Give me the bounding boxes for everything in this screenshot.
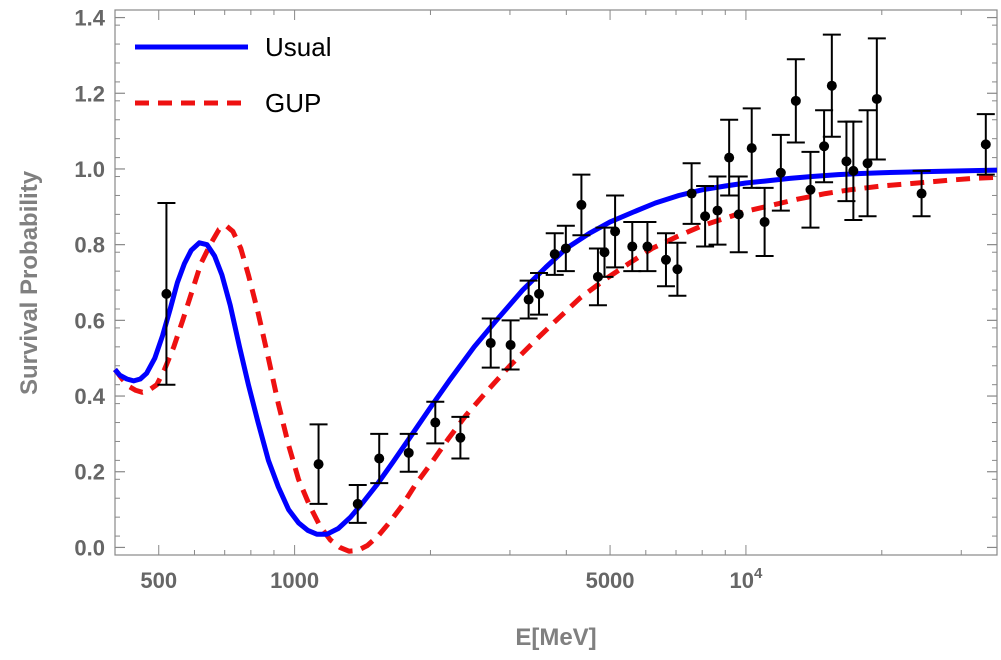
x-tick-label-exponent: 4 xyxy=(754,565,763,582)
data-point-9 xyxy=(519,279,538,320)
data-point-24 xyxy=(720,118,739,197)
data-points xyxy=(157,33,995,524)
y-tick-label-4: 0.8 xyxy=(74,233,105,258)
plot-frame xyxy=(114,9,998,556)
data-marker xyxy=(862,158,873,169)
data-marker xyxy=(660,254,671,265)
data-point-13 xyxy=(572,173,591,237)
data-marker xyxy=(733,209,744,220)
data-point-23 xyxy=(708,175,727,246)
y-tick-label-7: 1.4 xyxy=(74,6,105,31)
data-point-28 xyxy=(771,133,790,212)
x-axis-title: E[MeV] xyxy=(515,624,596,651)
data-point-38 xyxy=(976,113,995,176)
data-marker xyxy=(826,80,837,91)
data-marker xyxy=(403,447,414,458)
data-marker xyxy=(485,338,496,349)
data-point-1 xyxy=(309,423,328,505)
y-tick-label-5: 1.0 xyxy=(74,157,105,182)
data-marker xyxy=(916,188,927,199)
axis-ticks xyxy=(114,10,997,555)
data-point-3 xyxy=(370,432,389,485)
data-marker xyxy=(848,165,859,176)
y-tick-label-2: 0.4 xyxy=(74,384,105,409)
axis-tick-labels: 0.0 0.2 0.4 0.6 0.8 1.0 1.2 1.4 500 1000 5000 104 xyxy=(74,6,763,593)
data-point-16 xyxy=(606,194,625,269)
data-marker xyxy=(775,167,786,178)
data-marker xyxy=(672,264,683,275)
data-marker xyxy=(686,188,697,199)
data-marker xyxy=(505,339,516,350)
data-point-35 xyxy=(858,109,877,218)
data-point-2 xyxy=(348,483,367,524)
x-tick-label-3: 104 xyxy=(730,565,763,593)
data-marker xyxy=(534,288,545,299)
legend-label-usual: Usual xyxy=(265,32,331,62)
data-marker xyxy=(712,205,723,216)
data-marker xyxy=(871,93,882,104)
data-point-25 xyxy=(729,175,748,254)
data-point-37 xyxy=(912,169,931,218)
x-tick-label-0: 500 xyxy=(140,568,177,593)
x-tick-label-2: 5000 xyxy=(586,568,635,593)
data-point-27 xyxy=(755,186,774,258)
y-axis-title: Survival Probability xyxy=(16,170,43,395)
legend: Usual GUP xyxy=(135,32,331,118)
curves xyxy=(113,167,998,554)
x-tick-label-1: 1000 xyxy=(270,568,319,593)
data-marker xyxy=(724,152,735,163)
data-marker xyxy=(805,184,816,195)
data-point-8 xyxy=(501,319,520,371)
data-marker xyxy=(576,199,587,210)
data-marker xyxy=(610,226,621,237)
data-point-34 xyxy=(844,120,863,222)
data-marker xyxy=(759,216,770,227)
data-marker xyxy=(455,432,466,443)
data-marker xyxy=(790,95,801,106)
data-marker xyxy=(599,247,610,258)
y-tick-label-3: 0.6 xyxy=(74,308,105,333)
data-point-4 xyxy=(399,432,418,473)
data-marker xyxy=(980,139,991,150)
y-tick-label-6: 1.2 xyxy=(74,81,105,106)
data-point-0 xyxy=(157,202,176,386)
data-point-30 xyxy=(801,150,820,229)
data-marker xyxy=(700,211,711,222)
data-point-18 xyxy=(638,220,657,273)
data-marker xyxy=(746,143,757,154)
y-tick-label-1: 0.2 xyxy=(74,460,105,485)
data-point-7 xyxy=(481,317,500,369)
data-point-19 xyxy=(656,232,675,288)
data-point-17 xyxy=(623,220,642,273)
data-point-32 xyxy=(822,33,841,138)
data-marker xyxy=(161,288,172,299)
data-point-10 xyxy=(530,272,549,316)
data-marker xyxy=(841,156,852,167)
data-marker xyxy=(642,241,653,252)
data-marker xyxy=(430,417,441,428)
data-marker xyxy=(627,241,638,252)
data-point-31 xyxy=(815,109,834,184)
data-point-36 xyxy=(867,37,886,161)
data-marker xyxy=(549,249,560,260)
data-marker xyxy=(374,453,385,464)
data-point-5 xyxy=(426,400,445,445)
data-point-29 xyxy=(786,58,805,144)
data-point-11 xyxy=(545,232,564,276)
data-marker xyxy=(523,294,534,305)
data-marker xyxy=(560,243,571,254)
data-point-6 xyxy=(451,415,470,460)
data-marker xyxy=(819,141,830,152)
data-point-12 xyxy=(556,224,575,273)
data-marker xyxy=(352,498,363,509)
legend-label-gup: GUP xyxy=(265,88,321,118)
curve-usual xyxy=(113,167,998,537)
data-point-15 xyxy=(595,226,614,278)
data-point-20 xyxy=(668,241,687,297)
data-point-22 xyxy=(696,184,715,248)
y-tick-label-0: 0.0 xyxy=(74,535,105,560)
data-marker xyxy=(313,459,324,470)
data-point-21 xyxy=(682,162,701,225)
